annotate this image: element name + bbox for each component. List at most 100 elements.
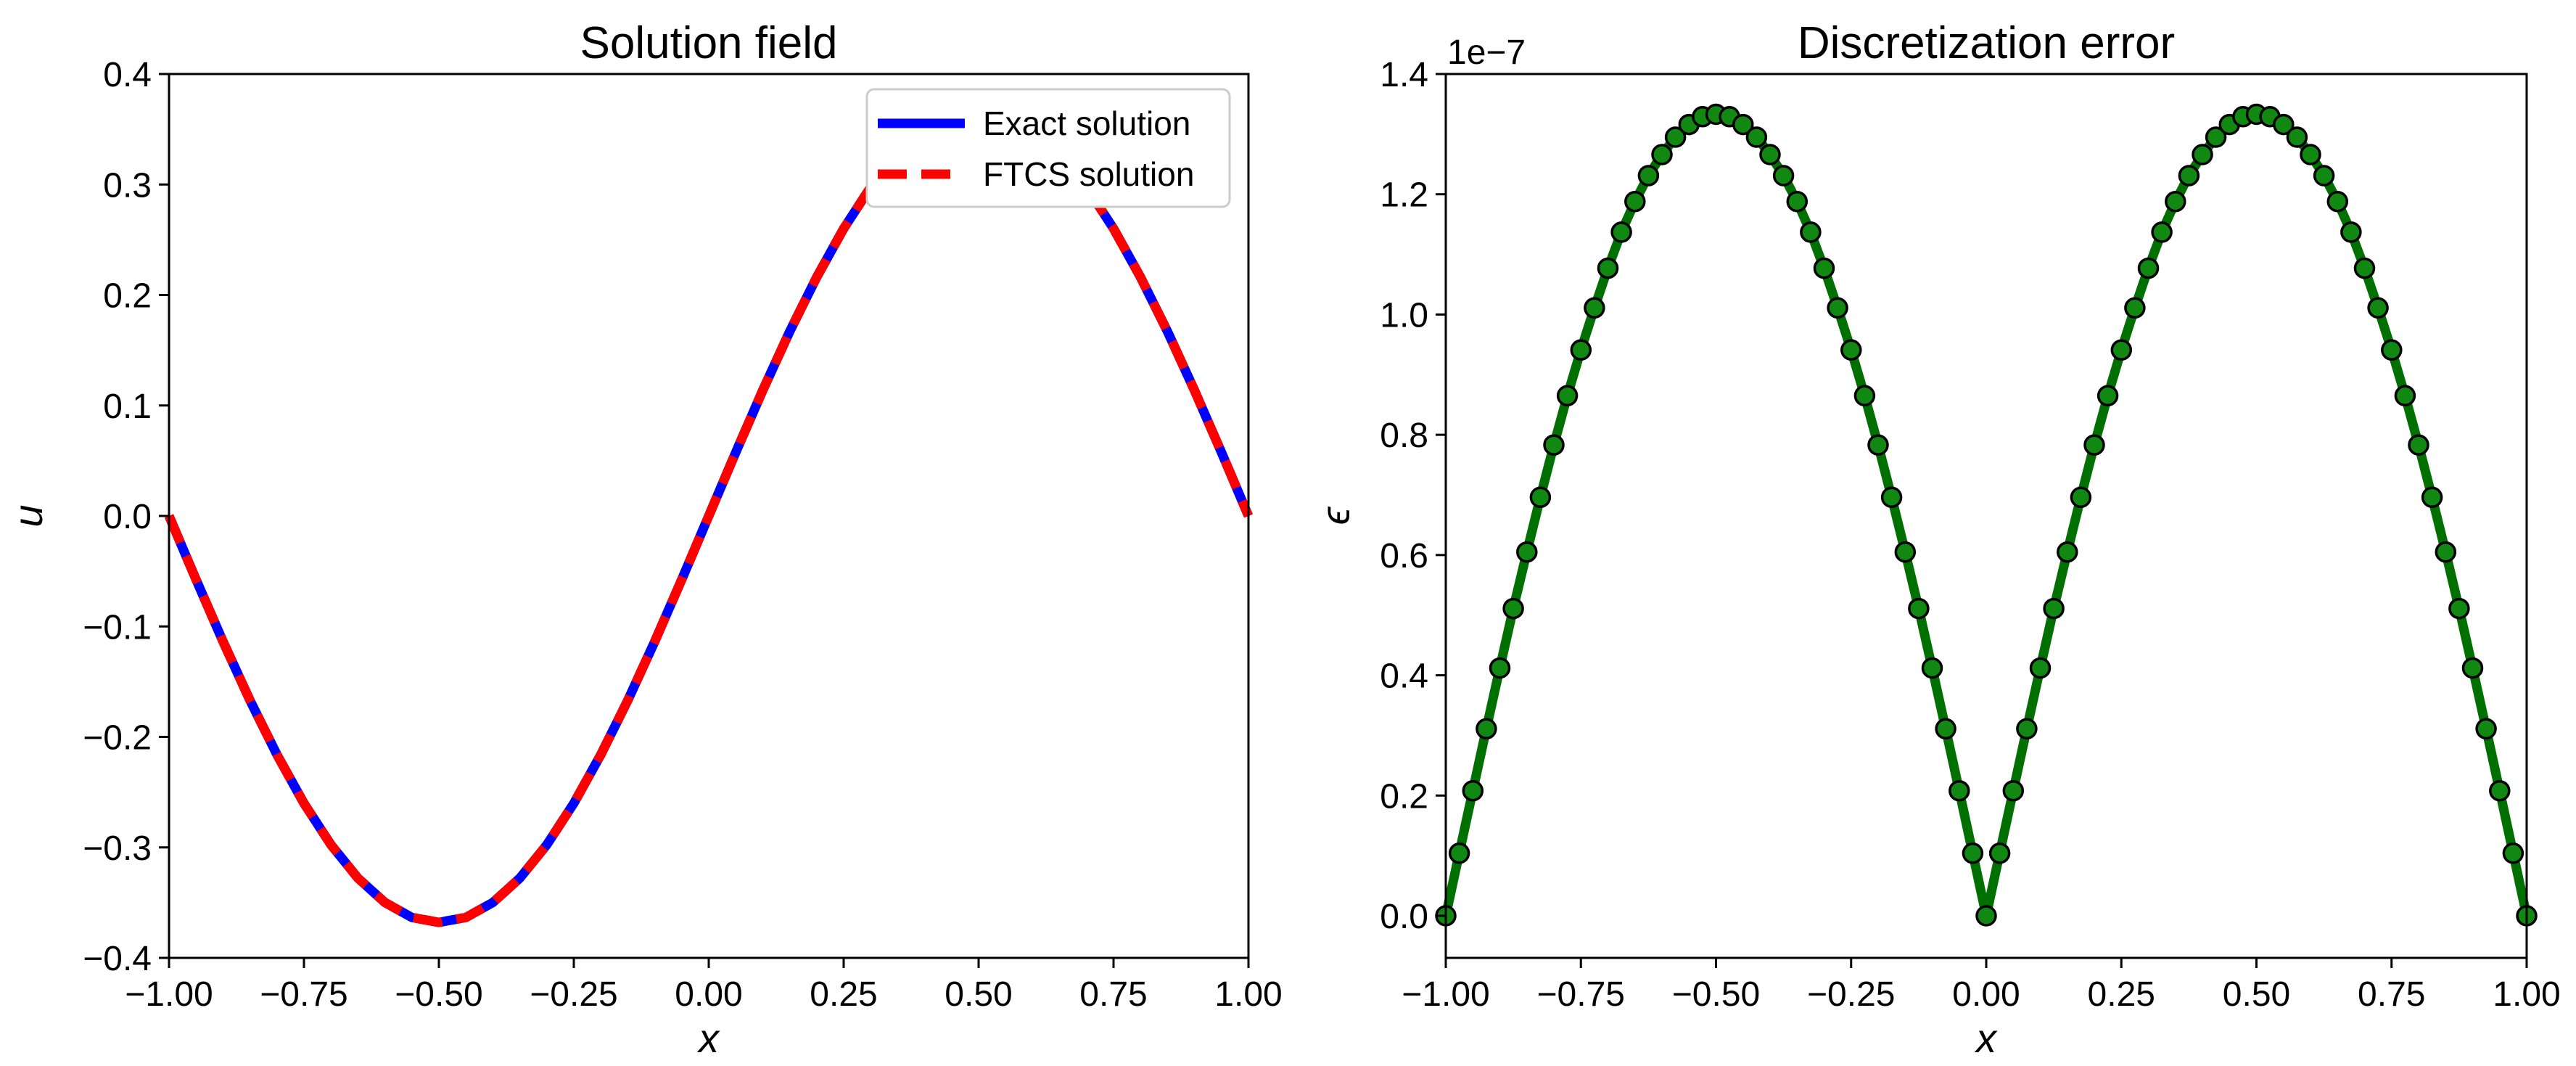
- discretization-error-xtick-label: 0.75: [2358, 975, 2425, 1014]
- discretization-error-plot-frame: [1444, 73, 2528, 959]
- solution-field-xtick-label: −1.00: [125, 975, 213, 1014]
- error-point: [1988, 842, 2011, 864]
- error-point: [2043, 597, 2065, 620]
- error-point: [2070, 486, 2092, 509]
- error-point: [2353, 257, 2376, 279]
- discretization-error-ytick-label: 0.6: [1380, 537, 1428, 575]
- error-point: [1975, 905, 1997, 927]
- error-point: [1448, 842, 1470, 864]
- error-point: [1516, 541, 1538, 563]
- legend: Exact solution FTCS solution: [865, 88, 1231, 208]
- discretization-error-ytick-label: 1.0: [1380, 296, 1428, 335]
- error-point: [1813, 257, 1835, 279]
- solution-field-xlabel: x: [696, 1015, 720, 1061]
- error-point: [2165, 190, 2186, 213]
- discretization-error-title: Discretization error: [1798, 18, 2175, 68]
- error-point: [2137, 257, 2160, 279]
- legend-exact-label: Exact solution: [983, 104, 1190, 142]
- error-point: [2300, 144, 2321, 165]
- discretization-error-xlabel: x: [1974, 1015, 1998, 1061]
- error-point: [1827, 297, 1848, 319]
- solution-field-xtick-label: 1.00: [1214, 975, 1282, 1014]
- error-point: [1556, 385, 1579, 407]
- error-point: [2475, 718, 2497, 740]
- error-point: [1570, 339, 1592, 361]
- error-point: [1462, 779, 1484, 802]
- solution-field-panel: Solution field −1.00 −0.75 −0.50 −0.25 0.00 0…: [5, 18, 1283, 1061]
- error-point: [2083, 434, 2105, 456]
- solution-field-ytick-label: 0.3: [103, 166, 152, 205]
- solution-field-plot-frame: [168, 73, 1250, 959]
- error-point: [1935, 718, 1956, 740]
- error-point: [1597, 257, 1619, 279]
- discretization-error-panel: Discretization error 1e−7 −1.00 −0.75 −0.5…: [1312, 18, 2561, 1061]
- error-point: [2192, 144, 2213, 165]
- solution-field-xtick-label: 0.75: [1079, 975, 1147, 1014]
- solution-field-xtick-label: 0.00: [675, 975, 742, 1014]
- error-point: [2489, 779, 2511, 802]
- legend-ftcs-label: FTCS solution: [983, 155, 1194, 193]
- discretization-error-xtick-label: 1.00: [2493, 975, 2560, 1014]
- error-point: [2340, 221, 2362, 243]
- error-point: [1840, 339, 1862, 361]
- error-point: [2502, 842, 2524, 864]
- discretization-error-xtick-label: 0.00: [1952, 975, 2020, 1014]
- error-point: [1949, 779, 1970, 802]
- discretization-error-ytick-label: 0.4: [1380, 657, 1428, 696]
- discretization-error-xtick-label: −0.75: [1537, 975, 1625, 1014]
- discretization-error-ylabel: ϵ: [1312, 506, 1358, 525]
- error-point: [1624, 190, 1646, 213]
- error-point: [1732, 113, 1754, 136]
- error-point: [1894, 541, 1917, 563]
- error-point: [1921, 657, 1943, 679]
- solution-field-xtick-label: −0.75: [260, 975, 347, 1014]
- error-point: [2286, 126, 2308, 148]
- error-point: [1664, 126, 1687, 148]
- error-point: [2394, 385, 2416, 407]
- error-point: [1610, 221, 1632, 243]
- error-point: [1529, 486, 1552, 509]
- solution-field-ytick-label: 0.1: [103, 388, 152, 426]
- error-point: [1772, 165, 1795, 186]
- error-point: [1908, 597, 1930, 620]
- solution-field-xtick-label: −0.25: [530, 975, 617, 1014]
- error-point: [2151, 221, 2173, 243]
- error-point: [2273, 113, 2295, 136]
- discretization-error-ytick-label: 0.2: [1380, 777, 1428, 816]
- discretization-error-ytick-label: 1.4: [1380, 56, 1428, 94]
- error-point: [1759, 144, 1781, 165]
- error-point: [2178, 165, 2200, 186]
- error-point: [1786, 190, 1808, 213]
- error-point: [1651, 144, 1673, 165]
- error-point: [2408, 434, 2429, 456]
- solution-field-ytick-label: 0.0: [103, 498, 152, 536]
- solution-field-ytick-label: −0.1: [83, 608, 152, 647]
- error-point: [1543, 434, 1565, 456]
- error-point: [1962, 842, 1984, 864]
- error-point: [2096, 385, 2119, 407]
- error-point: [1800, 221, 1822, 243]
- solution-field-xtick-label: 0.25: [810, 975, 877, 1014]
- discretization-error-ytick-label: 0.0: [1380, 898, 1428, 936]
- error-point: [1502, 597, 1524, 620]
- error-point: [1867, 434, 1889, 456]
- error-point: [2016, 718, 2038, 740]
- solution-field-xtick-label: 0.50: [945, 975, 1012, 1014]
- error-point: [2057, 541, 2078, 563]
- error-point: [1880, 486, 1903, 509]
- error-point: [2381, 339, 2403, 361]
- solution-field-ytick-label: 0.2: [103, 277, 152, 316]
- error-point: [2435, 541, 2457, 563]
- discretization-error-xtick-label: 0.50: [2223, 975, 2290, 1014]
- error-point: [1584, 297, 1605, 319]
- solution-field-xtick-label: −0.50: [395, 975, 482, 1014]
- discretization-error-ytick-label: 0.8: [1380, 417, 1428, 455]
- solution-field-ylabel: u: [5, 504, 51, 527]
- error-point: [2461, 657, 2484, 679]
- error-point: [1637, 165, 1660, 186]
- y-offset-label: 1e−7: [1447, 33, 1526, 72]
- error-point: [2029, 657, 2052, 679]
- solution-field-ytick-label: 0.4: [103, 56, 152, 94]
- error-point: [2124, 297, 2146, 319]
